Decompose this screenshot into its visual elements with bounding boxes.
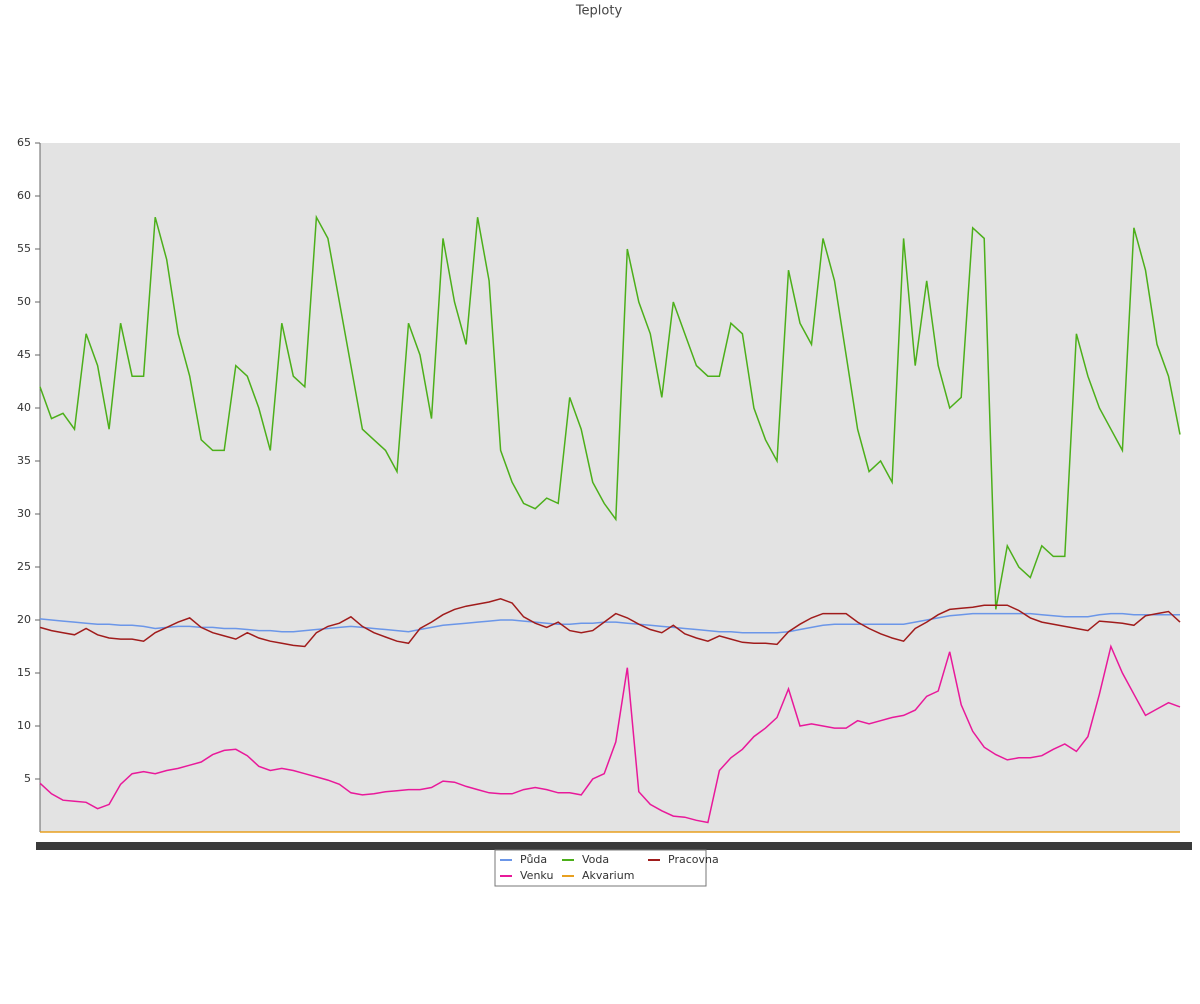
- y-tick-label: 40: [17, 401, 31, 414]
- series-line: [39, 644, 1181, 824]
- legend-box: [494, 849, 707, 887]
- y-tick-label: 55: [17, 242, 31, 255]
- y-tick-label: 60: [17, 189, 31, 202]
- legend-label: Pracovna: [668, 853, 719, 866]
- series-line: [39, 612, 1180, 634]
- series-line: [39, 598, 1181, 648]
- legend-label: Voda: [582, 853, 609, 866]
- y-tick-label: 15: [17, 666, 31, 679]
- y-tick-label: 65: [17, 136, 31, 149]
- y-tick-label: 20: [17, 613, 31, 626]
- y-tick-label: 30: [17, 507, 31, 520]
- series-line: [39, 214, 1181, 610]
- legend-label: Půda: [520, 853, 547, 866]
- y-tick-label: 50: [17, 295, 31, 308]
- y-tick-label: 10: [17, 719, 31, 732]
- y-tick-label: 5: [24, 772, 31, 785]
- y-tick-label: 45: [17, 348, 31, 361]
- x-tick-labels-overlap: [36, 842, 1192, 850]
- plot-area: [40, 143, 1180, 832]
- chart-title: Teploty: [575, 4, 623, 19]
- legend-label: Akvarium: [582, 869, 634, 882]
- legend-label: Venku: [520, 869, 553, 882]
- y-tick-label: 35: [17, 454, 31, 467]
- y-tick-label: 25: [17, 560, 31, 573]
